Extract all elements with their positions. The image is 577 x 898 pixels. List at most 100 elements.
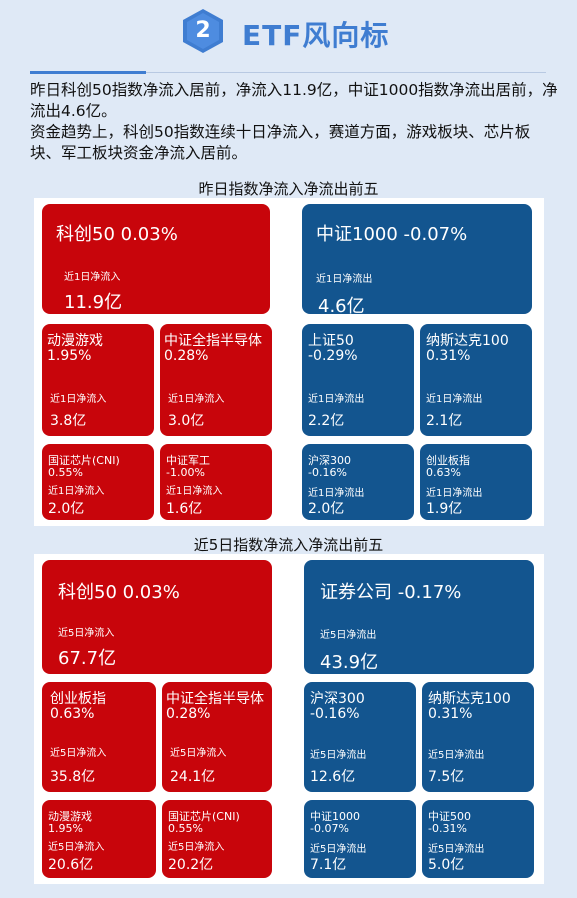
five-day-section-title: 近5日指数净流入净流出前五 bbox=[193, 536, 384, 554]
card-label: 近1日净流入 bbox=[166, 486, 223, 497]
card-change: -0.16% bbox=[310, 706, 360, 722]
card-change: -0.31% bbox=[428, 822, 467, 835]
card-change: 0.31% bbox=[426, 348, 471, 364]
card-value: 2.0亿 bbox=[48, 501, 85, 517]
card-name: 证券公司 -0.17% bbox=[320, 582, 462, 603]
card-value: 2.0亿 bbox=[308, 501, 345, 517]
card-change: 0.63% bbox=[50, 706, 95, 722]
five-day-inflow-card-5: 国证芯片(CNI) 0.55% 近5日净流入 20.2亿 bbox=[162, 800, 272, 878]
card-value: 2.1亿 bbox=[426, 413, 463, 429]
yesterday-outflow-card-4: 沪深300 -0.16% 近1日净流出 2.0亿 bbox=[302, 444, 414, 520]
card-name: 上证50 bbox=[308, 333, 354, 349]
five-day-outflow-card-3: 纳斯达克100 0.31% 近5日净流出 7.5亿 bbox=[422, 682, 534, 792]
hexagon-badge-icon bbox=[183, 9, 223, 53]
card-change: 0.55% bbox=[48, 466, 83, 479]
yesterday-outflow-card-3: 纳斯达克100 0.31% 近1日净流出 2.1亿 bbox=[420, 324, 532, 436]
card-name: 沪深300 bbox=[308, 454, 351, 467]
yesterday-inflow-card-5: 中证军工 -1.00% 近1日净流入 1.6亿 bbox=[160, 444, 272, 520]
card-value: 20.6亿 bbox=[48, 857, 94, 873]
card-change: -1.00% bbox=[166, 466, 205, 479]
card-value: 67.7亿 bbox=[58, 648, 117, 669]
card-value: 4.6亿 bbox=[318, 296, 365, 314]
card-value: 43.9亿 bbox=[320, 652, 379, 673]
card-name: 纳斯达克100 bbox=[428, 691, 511, 707]
badge-number: 2 bbox=[195, 18, 211, 43]
yesterday-inflow-card-4: 国证芯片(CNI) 0.55% 近1日净流入 2.0亿 bbox=[42, 444, 154, 520]
section-header: 2 ETF风向标 bbox=[0, 0, 577, 74]
card-name: 中证军工 bbox=[166, 454, 210, 467]
yesterday-panel: 科创50 0.03% 近1日净流入 11.9亿 中证1000 -0.07% 近1… bbox=[34, 198, 544, 526]
card-label: 近5日净流入 bbox=[168, 842, 225, 853]
card-value: 3.0亿 bbox=[168, 413, 205, 429]
card-change: 0.31% bbox=[428, 706, 473, 722]
card-name: 纳斯达克100 bbox=[426, 333, 509, 349]
card-change: 0.28% bbox=[166, 706, 211, 722]
card-value: 35.8亿 bbox=[50, 769, 96, 785]
five-day-panel: 科创50 0.03% 近5日净流入 67.7亿 证券公司 -0.17% 近5日净… bbox=[34, 554, 544, 884]
five-day-outflow-card-2: 沪深300 -0.16% 近5日净流出 12.6亿 bbox=[304, 682, 416, 792]
card-label: 近1日净流出 bbox=[426, 488, 483, 499]
card-label: 近5日净流出 bbox=[428, 844, 485, 855]
card-value: 5.0亿 bbox=[428, 857, 465, 873]
card-name: 动漫游戏 bbox=[47, 333, 103, 349]
card-change: -0.29% bbox=[308, 348, 358, 364]
summary-text: 昨日科创50指数净流入居前，净流入11.9亿，中证1000指数净流出居前，净流出… bbox=[30, 80, 560, 164]
card-name: 中证1000 -0.07% bbox=[316, 224, 468, 245]
card-name: 动漫游戏 bbox=[48, 810, 92, 823]
card-label: 近1日净流入 bbox=[50, 394, 107, 405]
card-value: 24.1亿 bbox=[170, 769, 216, 785]
yesterday-outflow-card-2: 上证50 -0.29% 近1日净流出 2.2亿 bbox=[302, 324, 414, 436]
section-number-badge: 2 bbox=[180, 8, 226, 54]
card-value: 1.9亿 bbox=[426, 501, 463, 517]
card-label: 近1日净流出 bbox=[308, 488, 365, 499]
card-name: 沪深300 bbox=[310, 691, 365, 707]
card-label: 近1日净流出 bbox=[316, 274, 373, 285]
card-label: 近1日净流出 bbox=[426, 394, 483, 405]
card-label: 近5日净流入 bbox=[48, 842, 105, 853]
card-label: 近5日净流出 bbox=[428, 750, 485, 761]
card-change: -0.07% bbox=[310, 822, 349, 835]
card-value: 3.8亿 bbox=[50, 413, 87, 429]
card-value: 12.6亿 bbox=[310, 769, 356, 785]
five-day-outflow-card-5: 中证500 -0.31% 近5日净流出 5.0亿 bbox=[422, 800, 534, 878]
card-value: 11.9亿 bbox=[64, 292, 123, 313]
five-day-inflow-card-2: 创业板指 0.63% 近5日净流入 35.8亿 bbox=[42, 682, 156, 792]
card-label: 近1日净流出 bbox=[308, 394, 365, 405]
card-change: 0.55% bbox=[168, 822, 203, 835]
card-name: 中证1000 bbox=[310, 810, 360, 823]
card-name: 创业板指 bbox=[50, 691, 106, 707]
card-name: 创业板指 bbox=[426, 454, 470, 467]
yesterday-inflow-card-2: 动漫游戏 1.95% 近1日净流入 3.8亿 bbox=[42, 324, 154, 436]
card-value: 7.5亿 bbox=[428, 769, 465, 785]
card-label: 近5日净流入 bbox=[170, 748, 227, 759]
card-value: 20.2亿 bbox=[168, 857, 214, 873]
five-day-inflow-card-1: 科创50 0.03% 近5日净流入 67.7亿 bbox=[42, 560, 272, 674]
card-change: 1.95% bbox=[47, 348, 92, 364]
five-day-inflow-card-4: 动漫游戏 1.95% 近5日净流入 20.6亿 bbox=[42, 800, 156, 878]
card-label: 近5日净流出 bbox=[320, 630, 377, 641]
card-value: 1.6亿 bbox=[166, 501, 203, 517]
five-day-inflow-card-3: 中证全指半导体 0.28% 近5日净流入 24.1亿 bbox=[162, 682, 272, 792]
card-name: 中证全指半导体 bbox=[166, 691, 264, 707]
card-name: 国证芯片(CNI) bbox=[168, 810, 240, 823]
card-name: 国证芯片(CNI) bbox=[48, 454, 120, 467]
yesterday-section-title: 昨日指数净流入净流出前五 bbox=[198, 180, 379, 198]
card-change: 0.28% bbox=[164, 348, 209, 364]
summary-line-2: 资金趋势上，科创50指数连续十日净流入，赛道方面，游戏板块、芯片板块、军工板块资… bbox=[30, 123, 531, 162]
card-name: 科创50 0.03% bbox=[58, 582, 180, 603]
five-day-outflow-card-4: 中证1000 -0.07% 近5日净流出 7.1亿 bbox=[304, 800, 416, 878]
card-label: 近5日净流入 bbox=[50, 748, 107, 759]
card-label: 近1日净流入 bbox=[168, 394, 225, 405]
five-day-outflow-card-1: 证券公司 -0.17% 近5日净流出 43.9亿 bbox=[304, 560, 534, 674]
card-name: 中证全指半导体 bbox=[164, 333, 262, 349]
yesterday-inflow-card-3: 中证全指半导体 0.28% 近1日净流入 3.0亿 bbox=[160, 324, 272, 436]
card-name: 中证500 bbox=[428, 810, 471, 823]
card-label: 近5日净流入 bbox=[58, 628, 115, 639]
section-title: ETF风向标 bbox=[242, 19, 390, 52]
card-label: 近1日净流入 bbox=[48, 486, 105, 497]
card-value: 2.2亿 bbox=[308, 413, 345, 429]
yesterday-outflow-card-1: 中证1000 -0.07% 近1日净流出 4.6亿 bbox=[302, 204, 532, 314]
card-label: 近5日净流出 bbox=[310, 750, 367, 761]
yesterday-outflow-card-5: 创业板指 0.63% 近1日净流出 1.9亿 bbox=[420, 444, 532, 520]
card-name: 科创50 0.03% bbox=[56, 224, 178, 245]
